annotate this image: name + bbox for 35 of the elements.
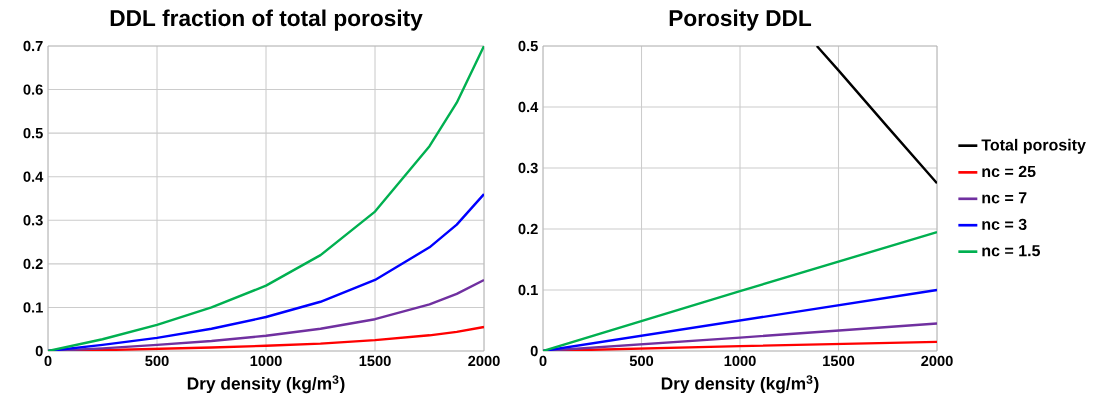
chart-title: Porosity DDL: [669, 9, 812, 31]
line-series: [815, 46, 937, 185]
y-tick-label: 0.4: [23, 171, 44, 182]
y-tick-label: 0: [35, 345, 43, 357]
y-tick-label: 0.5: [518, 40, 538, 52]
x-axis-title: Dry density (kg/m$^{3}$): [661, 375, 819, 394]
y-tick-label: 0.3: [23, 215, 43, 226]
x-tick-label: 1000: [724, 355, 756, 367]
y-tick-label: 0: [530, 345, 538, 357]
y-tick-label: 0.4: [518, 101, 539, 113]
legend-label: nc = 3: [982, 218, 1027, 230]
y-tick-label: 0.6: [23, 84, 43, 95]
x-tick-label: 500: [629, 355, 654, 367]
y-tick-label: 0.7: [23, 40, 43, 52]
y-tick-label: 0.1: [518, 284, 538, 296]
y-tick-label: 0.2: [23, 258, 43, 270]
y-tick-label: 0.3: [518, 162, 538, 174]
y-tick-label: 0.1: [23, 302, 43, 313]
legend-label: nc = 7: [982, 192, 1027, 204]
legend-label: nc = 25: [982, 165, 1036, 178]
y-tick-label: 0.5: [23, 127, 43, 139]
x-tick-label: 0: [539, 355, 547, 367]
x-tick-label: 500: [145, 355, 169, 367]
y-tick-label: 0.2: [518, 223, 538, 235]
legend-label: nc = 1.5: [982, 245, 1041, 257]
x-tick-label: 0: [44, 355, 52, 367]
x-tick-label: 1000: [250, 355, 282, 367]
chart-title: DDL fraction of total porosity: [110, 9, 423, 31]
line-series: [48, 46, 485, 351]
x-tick-label: 1500: [823, 355, 855, 367]
x-tick-label: 2000: [468, 355, 500, 367]
legend-label: Total porosity: [981, 138, 1086, 154]
x-tick-label: 2000: [921, 355, 953, 367]
x-axis-title: Dry density (kg/m$^{3}$): [187, 375, 345, 394]
x-tick-label: 1500: [359, 355, 391, 367]
